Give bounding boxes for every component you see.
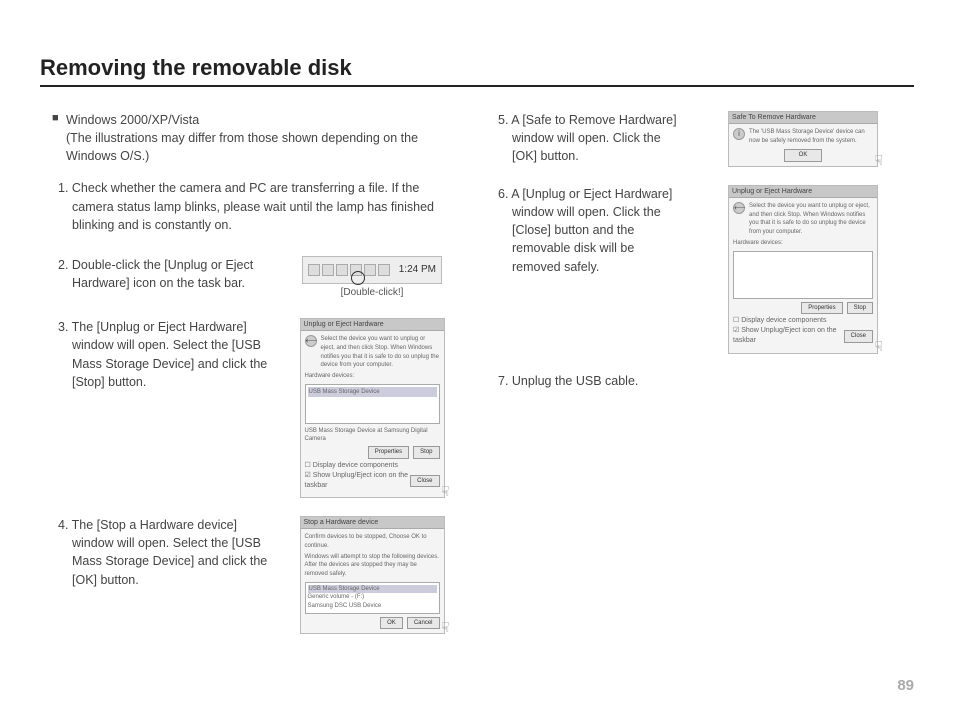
step-3-figure: Unplug or Eject Hardware ⟵ Select the de… [282,318,462,498]
step-2-text: 2. Double-click the [Unplug or Eject Har… [52,256,282,301]
window-hint: Confirm devices to be stopped, Choose OK… [305,533,440,550]
bullet-square-icon: ■ [52,111,66,129]
ok-button[interactable]: OK [784,149,823,162]
device-list-empty [733,251,873,299]
highlight-circle-icon [351,271,365,285]
device-item: USB Mass Storage Device [308,387,437,398]
window-hint: Select the device you want to unplug or … [321,335,440,370]
close-button[interactable]: Close [410,475,439,488]
page-title: Removing the removable disk [40,55,914,87]
device-list: USB Mass Storage Device [305,384,440,424]
cancel-button[interactable]: Cancel [407,617,440,630]
close-button[interactable]: Close [844,330,873,343]
stop-button[interactable]: Stop [847,302,873,315]
step-5: 5. A [Safe to Remove Hardware] window wi… [492,111,914,167]
window-hint: Select the device you want to unplug or … [749,202,873,237]
content-columns: ■ Windows 2000/XP/Vista (The illustratio… [40,111,914,634]
os-note: (The illustrations may differ from those… [66,129,462,165]
tray-icons [308,264,390,276]
step-2-caption: [Double-click!] [341,286,404,301]
list-label: Hardware devices: [305,372,440,381]
step-3: 3. The [Unplug or Eject Hardware] window… [40,318,462,498]
checkbox-show-icon[interactable]: ☑ Show Unplug/Eject icon on the taskbar [305,471,411,491]
info-icon: ⟵ [733,202,745,214]
right-column: 5. A [Safe to Remove Hardware] window wi… [492,111,914,634]
cursor-icon: ☟ [874,150,883,170]
window-titlebar: Stop a Hardware device [301,517,444,529]
tray-icon [336,264,348,276]
step-6-text: 6. A [Unplug or Eject Hardware] window w… [492,185,692,354]
device-list: USB Mass Storage Device Generic volume -… [305,582,440,614]
step-6-figure: Unplug or Eject Hardware ⟵ Select the de… [692,185,914,354]
ok-button[interactable]: OK [380,617,403,630]
checkbox-components[interactable]: ☐ Display device components [733,316,873,326]
stop-hardware-window: Stop a Hardware device Confirm devices t… [300,516,445,634]
step-2-figure: 1:24 PM [Double-click!] [282,256,462,301]
os-line: Windows 2000/XP/Vista [66,111,199,129]
stop-button[interactable]: Stop [413,446,439,459]
tray-icon [308,264,320,276]
unplug-window: Unplug or Eject Hardware ⟵ Select the de… [300,318,445,498]
tray-icon [364,264,376,276]
window-titlebar: Safe To Remove Hardware [729,112,877,124]
window-hint2: Windows will attempt to stop the followi… [305,553,440,579]
list-label: Hardware devices: [733,239,873,248]
device-item: USB Mass Storage Device [308,585,437,594]
cursor-icon: ☟ [441,481,450,501]
step-6: 6. A [Unplug or Eject Hardware] window w… [492,185,914,354]
step-2: 2. Double-click the [Unplug or Eject Har… [40,256,462,301]
step-7: 7. Unplug the USB cable. [492,372,914,390]
device-item: Generic volume - (F:) [308,593,437,602]
os-section: ■ Windows 2000/XP/Vista (The illustratio… [52,111,462,165]
step-1: 1. Check whether the camera and PC are t… [52,179,462,233]
unplug-window-empty: Unplug or Eject Hardware ⟵ Select the de… [728,185,878,354]
step-1-text: 1. Check whether the camera and PC are t… [58,181,434,231]
checkbox-components[interactable]: ☐ Display device components [305,461,440,471]
checkbox-show-icon[interactable]: ☑ Show Unplug/Eject icon on the taskbar [733,326,844,346]
tray-icon [322,264,334,276]
left-column: ■ Windows 2000/XP/Vista (The illustratio… [40,111,462,634]
safe-remove-window: Safe To Remove Hardware i The 'USB Mass … [728,111,878,167]
device-subtext: USB Mass Storage Device at Samsung Digit… [305,427,440,444]
properties-button[interactable]: Properties [801,302,842,315]
window-titlebar: Unplug or Eject Hardware [301,319,444,331]
tray-time: 1:24 PM [399,263,436,278]
taskbar-mock: 1:24 PM [302,256,442,284]
tray-icon [378,264,390,276]
page-number: 89 [897,677,914,694]
info-icon: i [733,128,745,140]
step-5-text: 5. A [Safe to Remove Hardware] window wi… [492,111,692,167]
cursor-icon: ☟ [441,617,450,637]
window-msg: The 'USB Mass Storage Device' device can… [749,128,873,145]
step-4: 4. The [Stop a Hardware device] window w… [40,516,462,634]
step-7-text: 7. Unplug the USB cable. [498,374,638,388]
step-4-text: 4. The [Stop a Hardware device] window w… [52,516,282,634]
device-item: Samsung DSC USB Device [308,602,437,611]
properties-button[interactable]: Properties [368,446,409,459]
step-4-figure: Stop a Hardware device Confirm devices t… [282,516,462,634]
step-5-figure: Safe To Remove Hardware i The 'USB Mass … [692,111,914,167]
info-icon: ⟵ [305,335,317,347]
window-titlebar: Unplug or Eject Hardware [729,186,877,198]
cursor-icon: ☟ [874,336,883,356]
step-3-text: 3. The [Unplug or Eject Hardware] window… [52,318,282,498]
